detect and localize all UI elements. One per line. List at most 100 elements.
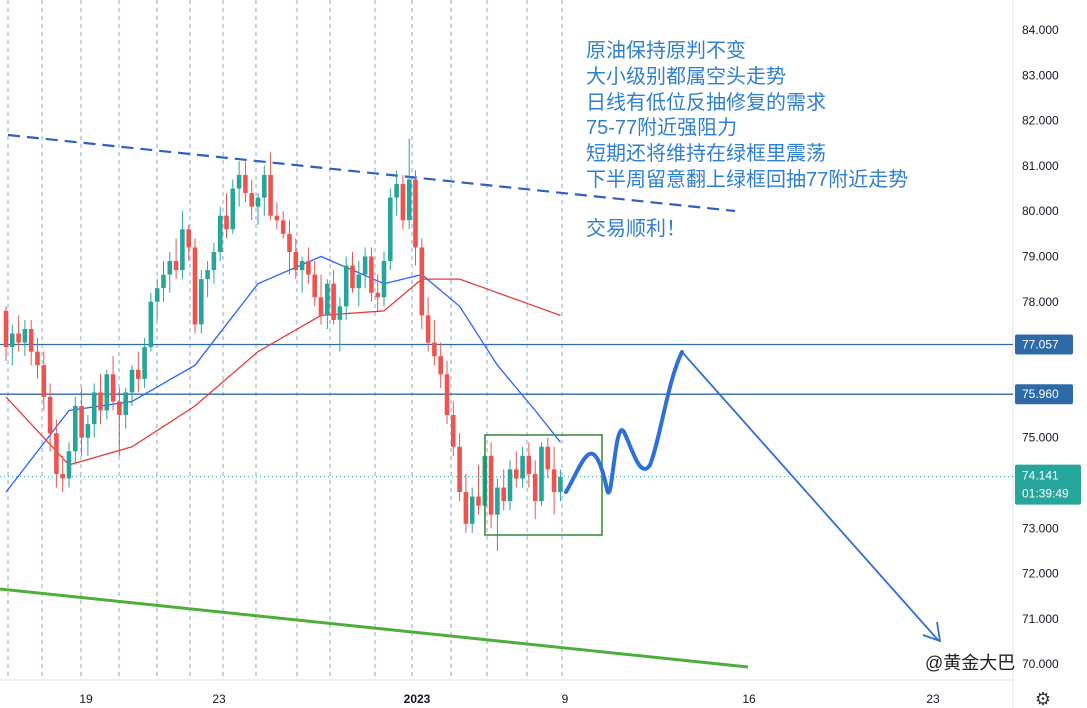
range-box[interactable] (484, 434, 603, 536)
candle-body[interactable] (501, 487, 506, 502)
candle-body[interactable] (98, 392, 103, 411)
candle-body[interactable] (488, 455, 494, 515)
candle-body[interactable] (123, 392, 128, 416)
candle-body[interactable] (514, 469, 519, 479)
candle-body[interactable] (136, 369, 141, 379)
candle-body[interactable] (60, 473, 65, 479)
candle-body[interactable] (388, 197, 393, 262)
candle-body[interactable] (476, 496, 481, 506)
candle-body[interactable] (406, 179, 412, 221)
candle-body[interactable] (3, 310, 9, 348)
candle-body[interactable] (350, 265, 355, 289)
candle-body[interactable] (249, 193, 254, 207)
forecast-wave-path[interactable] (564, 350, 684, 495)
candle-body[interactable] (243, 174, 248, 194)
candle-body[interactable] (463, 492, 469, 524)
candle-body[interactable] (161, 274, 166, 289)
candle-body[interactable] (255, 197, 261, 207)
candle-body[interactable] (312, 274, 317, 298)
candle-body[interactable] (205, 270, 210, 280)
candle-body[interactable] (73, 405, 78, 452)
x-tick-label: 23 (212, 692, 226, 706)
candle-body[interactable] (91, 392, 97, 425)
candle-body[interactable] (10, 333, 15, 348)
candle-body[interactable] (117, 401, 122, 416)
candle-body[interactable] (192, 247, 198, 325)
candle-body[interactable] (262, 174, 267, 198)
candle-body[interactable] (22, 328, 28, 343)
candle-body[interactable] (230, 188, 236, 230)
y-tick-label: 75.000 (1022, 431, 1059, 445)
support-trendline[interactable] (0, 587, 749, 669)
candle-body[interactable] (381, 261, 387, 298)
candle-body[interactable] (551, 469, 557, 493)
candle-body[interactable] (495, 487, 500, 515)
candle-body[interactable] (457, 446, 462, 493)
candle-body[interactable] (104, 374, 110, 411)
candle-body[interactable] (66, 451, 72, 479)
candle-body[interactable] (558, 476, 563, 493)
candle-body[interactable] (425, 315, 431, 343)
candle-body[interactable] (362, 256, 368, 275)
candle-body[interactable] (337, 306, 343, 320)
candle-body[interactable] (148, 301, 154, 348)
candle-body[interactable] (274, 215, 280, 221)
candle-body[interactable] (79, 405, 84, 438)
candle-body[interactable] (539, 446, 544, 502)
candle-body[interactable] (287, 233, 292, 252)
candle-body[interactable] (224, 215, 229, 230)
candle-body[interactable] (444, 374, 450, 416)
forecast-decline-line[interactable] (681, 351, 939, 641)
candle-body[interactable] (532, 473, 538, 502)
candle-body[interactable] (306, 261, 311, 275)
candle-body[interactable] (520, 455, 525, 479)
candle-body[interactable] (173, 261, 179, 271)
candle-body[interactable] (280, 220, 286, 234)
candle-body[interactable] (236, 174, 242, 189)
candle-body[interactable] (293, 251, 299, 271)
candle-body[interactable] (325, 283, 330, 316)
candle-body[interactable] (356, 274, 362, 289)
candle-body[interactable] (167, 261, 173, 275)
level-badge (1015, 384, 1073, 405)
candle-body[interactable] (47, 396, 53, 434)
candle-body[interactable] (432, 342, 437, 357)
candle-body[interactable] (369, 256, 374, 293)
candle-body[interactable] (110, 374, 116, 402)
candle-body[interactable] (28, 328, 34, 352)
candle-body[interactable] (180, 229, 185, 271)
y-tick-label: 73.000 (1022, 521, 1059, 535)
candle-body[interactable] (469, 496, 475, 524)
candle-body[interactable] (526, 455, 532, 474)
candle-body[interactable] (199, 279, 204, 325)
candle-body[interactable] (16, 333, 21, 343)
candle-body[interactable] (129, 369, 135, 393)
candle-body[interactable] (85, 424, 91, 438)
candle-body[interactable] (154, 288, 160, 302)
candle-body[interactable] (451, 415, 456, 447)
x-tick-label: 9 (562, 692, 569, 706)
candle-body[interactable] (331, 283, 336, 320)
candle-body[interactable] (419, 247, 425, 316)
candle-body[interactable] (299, 261, 305, 271)
candle-body[interactable] (400, 184, 406, 221)
candle-body[interactable] (545, 446, 551, 470)
candle-body[interactable] (41, 365, 47, 397)
candle-body[interactable] (211, 251, 217, 271)
settings-gear-icon[interactable]: ⚙ (1035, 689, 1051, 708)
candle-body[interactable] (35, 351, 40, 366)
candle-body[interactable] (268, 174, 273, 216)
candle-body[interactable] (186, 229, 191, 248)
resistance-trendline[interactable] (7, 133, 736, 213)
candle-body[interactable] (217, 215, 223, 252)
candle-body[interactable] (318, 297, 324, 316)
candle-body[interactable] (507, 469, 513, 502)
candle-body[interactable] (142, 347, 147, 379)
candle-body[interactable] (343, 265, 349, 307)
candle-body[interactable] (394, 184, 399, 198)
candle-body[interactable] (438, 356, 443, 375)
candle-body[interactable] (375, 292, 380, 298)
candle-body[interactable] (54, 433, 59, 474)
candle-body[interactable] (413, 179, 418, 248)
